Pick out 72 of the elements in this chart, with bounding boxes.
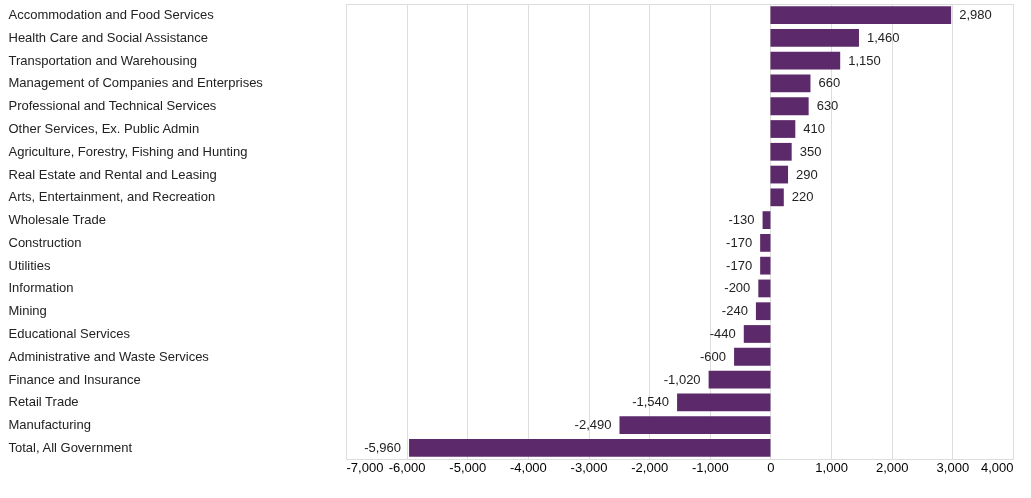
bar bbox=[770, 165, 789, 184]
bar bbox=[758, 279, 771, 298]
bar bbox=[770, 6, 952, 25]
bar bbox=[708, 370, 771, 389]
y-tick-label: Finance and Insurance bbox=[8, 371, 141, 387]
bar bbox=[770, 142, 792, 161]
data-label: -240 bbox=[721, 303, 748, 319]
data-label: 350 bbox=[799, 143, 822, 159]
bar bbox=[762, 211, 771, 229]
x-tick-label: -7,000 bbox=[346, 459, 384, 475]
x-tick-label: -6,000 bbox=[388, 459, 426, 475]
y-tick-label: Real Estate and Rental and Leasing bbox=[8, 166, 217, 182]
y-tick-label: Utilities bbox=[8, 257, 51, 273]
x-tick-label: 2,000 bbox=[875, 459, 909, 475]
x-tick-label: 0 bbox=[767, 459, 775, 475]
bar bbox=[770, 51, 841, 70]
x-tick-label: -1,000 bbox=[691, 459, 729, 475]
bar bbox=[770, 97, 809, 116]
data-label: 2,980 bbox=[959, 7, 992, 23]
x-tick-label: 1,000 bbox=[815, 459, 848, 475]
x-tick-label: -2,000 bbox=[631, 459, 669, 475]
x-tick-label: -3,000 bbox=[570, 459, 608, 475]
y-tick-label: Manufacturing bbox=[8, 417, 91, 433]
data-label: -1,020 bbox=[663, 371, 701, 387]
bar bbox=[677, 393, 771, 412]
data-label: -2,490 bbox=[574, 417, 612, 433]
data-label: 660 bbox=[818, 75, 841, 91]
y-tick-label: Management of Companies and Enterprises bbox=[8, 75, 264, 91]
data-label: -170 bbox=[726, 257, 753, 273]
data-label: 220 bbox=[791, 189, 814, 205]
data-label: 1,150 bbox=[848, 52, 881, 68]
data-label: -130 bbox=[728, 212, 755, 228]
bar bbox=[770, 29, 859, 47]
bar bbox=[760, 234, 771, 252]
data-label: -600 bbox=[700, 348, 727, 364]
y-tick-label: Transportation and Warehousing bbox=[8, 52, 197, 68]
bar bbox=[743, 325, 771, 343]
data-label: -440 bbox=[709, 325, 736, 341]
data-label: -200 bbox=[724, 280, 751, 296]
bar bbox=[770, 188, 784, 207]
y-tick-label: Educational Services bbox=[8, 325, 131, 341]
y-tick-label: Agriculture, Forestry, Fishing and Hunting bbox=[8, 143, 248, 159]
data-label: 1,460 bbox=[866, 29, 900, 45]
y-tick-label: Health Care and Social Assistance bbox=[8, 29, 208, 45]
y-tick-label: Wholesale Trade bbox=[8, 212, 107, 228]
y-tick-label: Mining bbox=[8, 303, 47, 319]
data-label: 290 bbox=[796, 166, 818, 182]
bar bbox=[760, 256, 771, 275]
y-tick-label: Arts, Entertainment, and Recreation bbox=[8, 189, 216, 205]
y-tick-label: Information bbox=[8, 280, 74, 296]
x-tick-label: -4,000 bbox=[509, 459, 547, 475]
data-label: -170 bbox=[726, 234, 753, 250]
bar bbox=[755, 302, 771, 321]
x-tick-label: 4,000 bbox=[980, 459, 1014, 475]
y-tick-label: Retail Trade bbox=[8, 394, 79, 410]
y-tick-label: Administrative and Waste Services bbox=[8, 348, 210, 364]
y-tick-label: Total, All Government bbox=[8, 439, 133, 455]
y-tick-label: Construction bbox=[8, 234, 82, 250]
data-label: -5,960 bbox=[364, 439, 402, 455]
data-label: 630 bbox=[816, 98, 839, 114]
x-tick-label: 3,000 bbox=[936, 459, 970, 475]
x-tick-label: -5,000 bbox=[449, 459, 487, 475]
y-tick-label: Other Services, Ex. Public Admin bbox=[8, 121, 200, 137]
data-label: -1,540 bbox=[632, 394, 670, 410]
bar bbox=[734, 347, 771, 366]
bar bbox=[619, 416, 771, 434]
bar bbox=[409, 438, 771, 457]
bar bbox=[770, 120, 796, 138]
y-tick-label: Accommodation and Food Services bbox=[8, 7, 215, 23]
y-tick-label: Professional and Technical Services bbox=[8, 98, 217, 114]
bar bbox=[770, 74, 811, 93]
data-label: 410 bbox=[803, 121, 826, 137]
